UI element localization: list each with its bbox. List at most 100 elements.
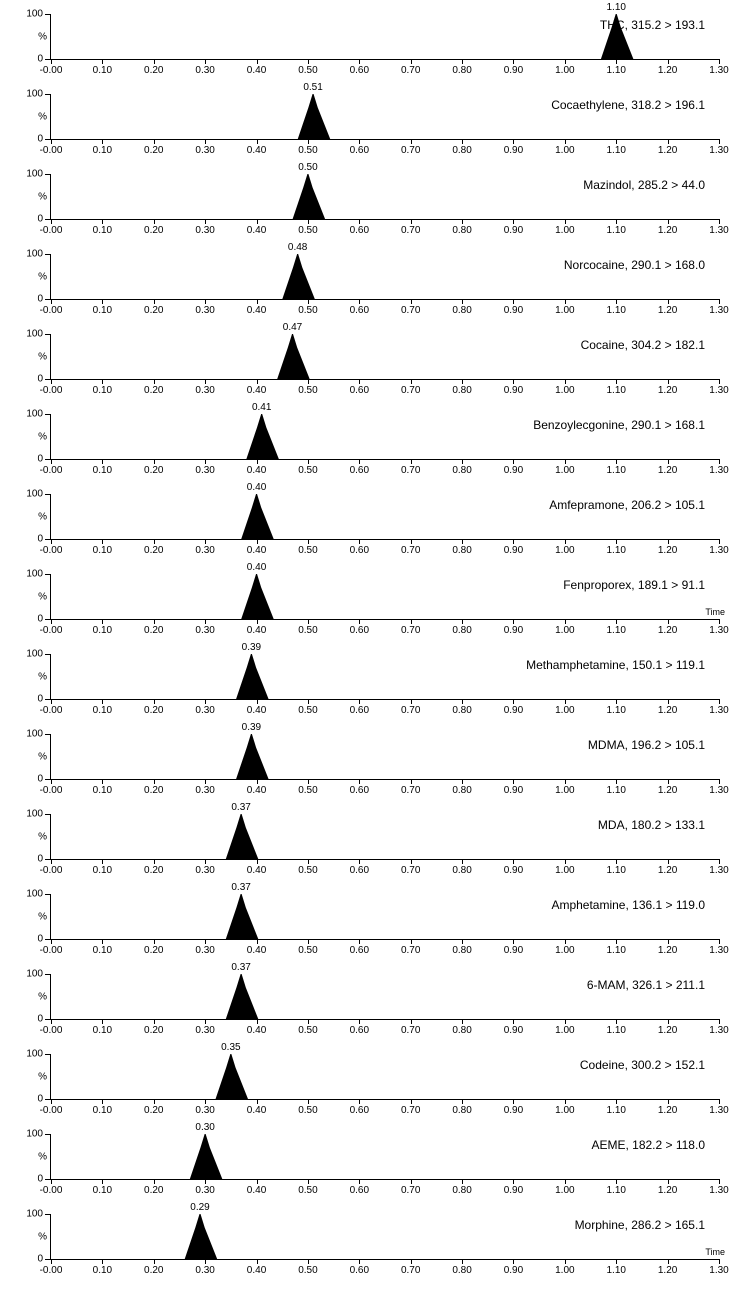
x-tick bbox=[154, 539, 155, 544]
x-tick bbox=[257, 139, 258, 144]
x-tick bbox=[565, 1099, 566, 1104]
x-tick bbox=[205, 299, 206, 304]
peak-rt-label: 0.39 bbox=[242, 642, 261, 653]
x-tick-label: 0.50 bbox=[298, 865, 317, 876]
x-tick-label: 0.50 bbox=[298, 1185, 317, 1196]
y-tick-label: 0 bbox=[37, 934, 43, 945]
x-tick-label: 0.90 bbox=[504, 1025, 523, 1036]
x-tick bbox=[513, 59, 514, 64]
x-tick bbox=[205, 459, 206, 464]
peak-rt-label: 0.30 bbox=[195, 1122, 214, 1133]
x-tick-label: 0.90 bbox=[504, 65, 523, 76]
y-tick-label: 100 bbox=[26, 569, 43, 580]
x-tick-label: 1.30 bbox=[709, 385, 728, 396]
plot-area: 0100%-0.000.100.200.300.400.500.600.700.… bbox=[50, 574, 719, 620]
y-tick-label: 100 bbox=[26, 1129, 43, 1140]
x-tick-label: 0.40 bbox=[247, 1185, 266, 1196]
plot-area: 0100%-0.000.100.200.300.400.500.600.700.… bbox=[50, 894, 719, 940]
x-tick bbox=[616, 299, 617, 304]
x-tick-label: 1.30 bbox=[709, 465, 728, 476]
x-tick bbox=[668, 539, 669, 544]
x-tick bbox=[616, 459, 617, 464]
x-tick bbox=[205, 219, 206, 224]
x-tick-label: 0.80 bbox=[452, 225, 471, 236]
x-tick bbox=[51, 939, 52, 944]
x-tick-label: 0.70 bbox=[401, 945, 420, 956]
peak-rt-label: 0.41 bbox=[252, 402, 271, 413]
x-tick bbox=[257, 1099, 258, 1104]
x-tick-label: 0.20 bbox=[144, 465, 163, 476]
x-tick-label: 0.90 bbox=[504, 305, 523, 316]
x-tick-label: 0.40 bbox=[247, 465, 266, 476]
x-tick-label: 0.50 bbox=[298, 145, 317, 156]
x-tick bbox=[257, 859, 258, 864]
plot-area: 0100%-0.000.100.200.300.400.500.600.700.… bbox=[50, 974, 719, 1020]
x-tick-label: 0.90 bbox=[504, 945, 523, 956]
x-tick-label: 1.30 bbox=[709, 625, 728, 636]
x-tick-label: 0.90 bbox=[504, 705, 523, 716]
x-tick bbox=[154, 1179, 155, 1184]
y-tick-label: 0 bbox=[37, 294, 43, 305]
x-tick-label: 1.00 bbox=[555, 865, 574, 876]
x-tick bbox=[102, 459, 103, 464]
x-tick bbox=[308, 1019, 309, 1024]
x-tick-label: 0.80 bbox=[452, 865, 471, 876]
x-tick-label: -0.00 bbox=[40, 465, 63, 476]
compound-label: Amfepramone, 206.2 > 105.1 bbox=[549, 498, 705, 512]
x-tick-label: 0.30 bbox=[195, 625, 214, 636]
x-tick bbox=[308, 1259, 309, 1264]
x-tick bbox=[719, 939, 720, 944]
x-tick-label: 0.90 bbox=[504, 865, 523, 876]
x-tick bbox=[719, 139, 720, 144]
plot-area: 0100%-0.000.100.200.300.400.500.600.700.… bbox=[50, 334, 719, 380]
x-tick bbox=[462, 939, 463, 944]
x-tick bbox=[308, 939, 309, 944]
x-tick bbox=[308, 59, 309, 64]
compound-label: 6-MAM, 326.1 > 211.1 bbox=[587, 978, 705, 992]
x-tick-label: 0.20 bbox=[144, 945, 163, 956]
time-axis-label: Time bbox=[705, 607, 725, 617]
x-tick-label: 0.10 bbox=[93, 225, 112, 236]
x-tick bbox=[719, 1259, 720, 1264]
x-tick-label: 1.30 bbox=[709, 1185, 728, 1196]
x-tick-label: 0.40 bbox=[247, 1025, 266, 1036]
y-axis-label: % bbox=[38, 831, 47, 842]
chromatogram: 0100%-0.000.100.200.300.400.500.600.700.… bbox=[10, 1210, 729, 1278]
x-tick bbox=[102, 779, 103, 784]
x-tick-label: 0.80 bbox=[452, 785, 471, 796]
x-tick bbox=[565, 219, 566, 224]
x-tick-label: 0.80 bbox=[452, 465, 471, 476]
x-tick bbox=[616, 859, 617, 864]
x-tick bbox=[565, 539, 566, 544]
y-tick-label: 100 bbox=[26, 249, 43, 260]
compound-label: Mazindol, 285.2 > 44.0 bbox=[583, 178, 705, 192]
y-axis-label: % bbox=[38, 751, 47, 762]
x-tick-label: 1.30 bbox=[709, 705, 728, 716]
chromatogram: 0100%-0.000.100.200.300.400.500.600.700.… bbox=[10, 490, 729, 558]
x-tick bbox=[668, 1259, 669, 1264]
x-tick-label: 0.80 bbox=[452, 625, 471, 636]
x-tick-label: 0.30 bbox=[195, 1185, 214, 1196]
x-tick bbox=[719, 779, 720, 784]
x-tick-label: 0.40 bbox=[247, 865, 266, 876]
x-tick-label: 0.20 bbox=[144, 705, 163, 716]
x-tick bbox=[565, 459, 566, 464]
x-tick-label: 1.30 bbox=[709, 945, 728, 956]
x-tick-label: 1.10 bbox=[606, 785, 625, 796]
x-tick bbox=[51, 59, 52, 64]
x-tick-label: 0.60 bbox=[350, 385, 369, 396]
x-tick bbox=[359, 779, 360, 784]
x-tick bbox=[359, 1259, 360, 1264]
x-tick bbox=[205, 379, 206, 384]
x-tick bbox=[513, 1099, 514, 1104]
y-tick-label: 100 bbox=[26, 489, 43, 500]
x-tick bbox=[205, 939, 206, 944]
x-tick-label: -0.00 bbox=[40, 225, 63, 236]
x-tick-label: 0.40 bbox=[247, 225, 266, 236]
x-tick-label: 1.30 bbox=[709, 305, 728, 316]
x-tick-label: 0.40 bbox=[247, 545, 266, 556]
plot-area: 0100%-0.000.100.200.300.400.500.600.700.… bbox=[50, 654, 719, 700]
x-tick bbox=[513, 539, 514, 544]
compound-label: Cocaine, 304.2 > 182.1 bbox=[581, 338, 705, 352]
x-tick-label: 0.70 bbox=[401, 145, 420, 156]
